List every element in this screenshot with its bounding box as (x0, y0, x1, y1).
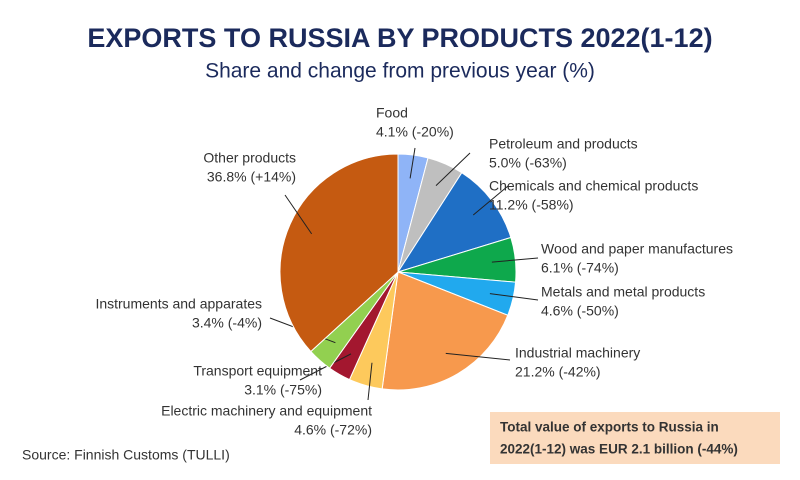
value-label: 5.0% (-63%) (489, 155, 567, 171)
value-label: 4.6% (-50%) (541, 303, 619, 319)
annotation: 2022(1-12) was EUR 2.1 billion (-44%) (500, 442, 738, 457)
leader-line (284, 194, 313, 235)
slice-label: Other products (203, 150, 296, 166)
annotation: Total value of exports to Russia in (500, 420, 719, 435)
slice-label: Transport equipment (193, 363, 322, 379)
leader-line (489, 293, 539, 301)
slice-label: Wood and paper manufactures (541, 241, 733, 257)
leader-line (435, 152, 471, 186)
chart-title: EXPORTS TO RUSSIA BY PRODUCTS 2022(1-12) (87, 23, 712, 53)
source: Source: Finnish Customs (TULLI) (22, 447, 230, 463)
leader-line (491, 257, 539, 263)
leader-line (299, 353, 352, 381)
slice-label: Food (376, 105, 408, 121)
value-label: 4.6% (-72%) (294, 422, 372, 438)
pie-slice (396, 172, 512, 273)
annotation-box (490, 412, 780, 464)
slice-label: Metals and metal products (541, 284, 705, 300)
slice-label: Petroleum and products (489, 136, 638, 152)
slice-label: Industrial machinery (515, 345, 640, 361)
slice-label: Instruments and apparates (95, 296, 262, 312)
value-label: 3.1% (-75%) (244, 382, 322, 398)
leader-line (445, 352, 511, 361)
pie-slice (381, 271, 509, 391)
leader-line (472, 185, 509, 216)
leader-line (409, 147, 416, 179)
value-label: 4.1% (-20%) (376, 124, 454, 140)
slice-label: Chemicals and chemical products (489, 178, 698, 194)
value-label: 36.8% (+14%) (207, 169, 296, 185)
value-label: 3.4% (-4%) (192, 315, 262, 331)
value-label: 21.2% (-42%) (515, 364, 601, 380)
slice-label: Electric machinery and equipment (161, 403, 372, 419)
leader-line (367, 362, 373, 401)
value-label: 6.1% (-74%) (541, 260, 619, 276)
chart-subtitle: Share and change from previous year (%) (205, 60, 595, 83)
value-label: 11.2% (-58%) (489, 197, 574, 213)
pie-slice (279, 153, 399, 353)
